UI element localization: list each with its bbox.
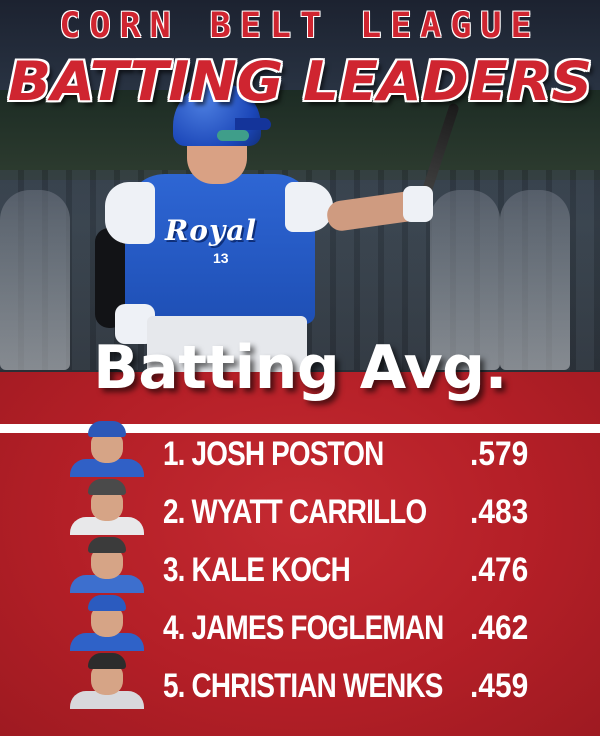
headshot-shirt — [70, 459, 144, 477]
player-rank-name: 2. WYATT CARRILLO — [163, 493, 427, 531]
jersey-sleeve — [105, 182, 155, 244]
batting-average: .476 — [470, 551, 529, 589]
leaderboard-row: 2. WYATT CARRILLO .483 — [0, 477, 600, 535]
batting-average: .483 — [470, 493, 529, 531]
player-headshot — [64, 651, 148, 709]
league-name: CORN BELT LEAGUE — [59, 6, 541, 46]
leaderboard-row: 5. CHRISTIAN WENKS .459 — [0, 651, 600, 709]
headshot-face — [91, 665, 123, 695]
headshot-face — [91, 607, 123, 637]
stat-category-title: Batting Avg. — [93, 333, 507, 403]
headshot-face — [91, 491, 123, 521]
headshot-face — [91, 433, 123, 463]
leaderboard-row: 4. JAMES FOGLEMAN .462 — [0, 593, 600, 651]
leaderboard-row: 3. KALE KOCH .476 — [0, 535, 600, 593]
player-rank-name: 1. JOSH POSTON — [163, 435, 384, 473]
headshot-shirt — [70, 517, 144, 535]
divider-line — [0, 424, 600, 433]
headshot-shirt — [70, 575, 144, 593]
player-headshot — [64, 477, 148, 535]
headshot-cap — [88, 595, 126, 611]
player-sunglasses — [217, 130, 249, 141]
jersey-sleeve — [285, 182, 333, 232]
headshot-face — [91, 549, 123, 579]
player-rank-name: 5. CHRISTIAN WENKS — [163, 667, 443, 705]
player-rank-name: 4. JAMES FOGLEMAN — [163, 609, 444, 647]
batting-average: .462 — [470, 609, 529, 647]
background-teammate — [0, 190, 70, 370]
headshot-cap — [88, 479, 126, 495]
headshot-cap — [88, 537, 126, 553]
jersey-wordmark: Royal — [165, 214, 257, 247]
player-headshot — [64, 419, 148, 477]
batting-average: .459 — [470, 667, 529, 705]
headshot-cap — [88, 653, 126, 669]
background-trees — [0, 90, 600, 180]
headshot-shirt — [70, 633, 144, 651]
player-jersey — [125, 174, 315, 324]
leaderboard-row: 1. JOSH POSTON .579 — [0, 419, 600, 477]
headshot-cap — [88, 421, 126, 437]
player-rank-name: 3. KALE KOCH — [163, 551, 351, 589]
background-teammate — [500, 190, 570, 370]
player-pants — [147, 316, 307, 372]
helmet-brim — [235, 118, 271, 130]
headshot-shirt — [70, 691, 144, 709]
player-headshot — [64, 535, 148, 593]
background-teammate — [430, 190, 500, 370]
batting-glove — [403, 186, 433, 222]
jersey-number: 13 — [213, 250, 229, 266]
featured-player: Royal 13 — [95, 78, 460, 372]
hero-photo: Royal 13 — [0, 0, 600, 372]
player-headshot — [64, 593, 148, 651]
batting-average: .579 — [470, 435, 529, 473]
headline-title: BATTING LEADERS — [7, 50, 593, 113]
